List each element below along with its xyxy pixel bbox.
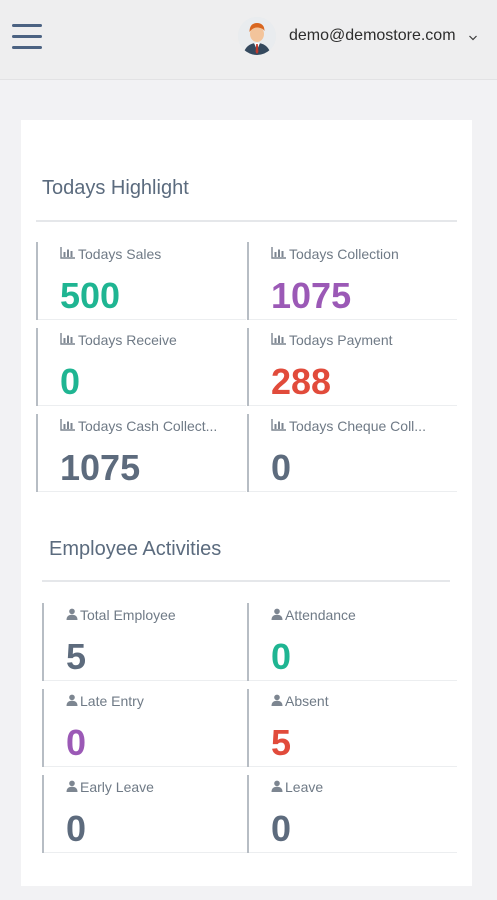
bar-chart-icon bbox=[60, 332, 76, 348]
tile-label-text: Todays Cash Collect... bbox=[78, 418, 218, 434]
tile-divider bbox=[249, 405, 457, 406]
tile-accent-bar bbox=[42, 603, 44, 681]
user-icon bbox=[66, 607, 78, 623]
stat-tile-todays-cheque-coll[interactable]: Todays Cheque Coll... 0 bbox=[247, 406, 457, 492]
tile-value: 1075 bbox=[271, 275, 352, 316]
tile-value: 0 bbox=[66, 808, 87, 849]
tile-accent-bar bbox=[36, 242, 38, 320]
tile-accent-bar bbox=[247, 603, 249, 681]
tile-accent-bar bbox=[42, 689, 44, 767]
tile-label: Leave bbox=[271, 779, 323, 795]
tile-label: Todays Collection bbox=[271, 246, 399, 262]
bar-chart-icon bbox=[271, 418, 287, 434]
tile-label: Todays Cash Collect... bbox=[60, 418, 217, 434]
user-icon bbox=[66, 779, 78, 795]
user-icon bbox=[271, 607, 283, 623]
tile-value: 500 bbox=[60, 275, 121, 316]
avatar[interactable] bbox=[238, 17, 276, 55]
tile-label: Late Entry bbox=[66, 693, 144, 709]
tile-label-text: Late Entry bbox=[80, 693, 144, 709]
stat-tile-todays-sales[interactable]: Todays Sales 500 bbox=[36, 234, 246, 320]
stat-tile-late-entry[interactable]: Late Entry 0 bbox=[42, 681, 252, 767]
tile-label: Attendance bbox=[271, 607, 356, 623]
tile-value: 288 bbox=[271, 361, 332, 402]
tile-accent-bar bbox=[36, 414, 38, 492]
chevron-down-icon[interactable] bbox=[468, 30, 478, 41]
stat-tile-early-leave[interactable]: Early Leave 0 bbox=[42, 767, 252, 853]
section-title-employee-activities: Employee Activities bbox=[49, 538, 222, 560]
tile-accent-bar bbox=[247, 328, 249, 406]
top-navbar: demo@demostore.com bbox=[0, 0, 497, 80]
hamburger-menu-icon[interactable] bbox=[12, 24, 44, 50]
stat-tile-absent[interactable]: Absent 5 bbox=[247, 681, 457, 767]
tile-divider bbox=[249, 766, 457, 767]
user-email[interactable]: demo@demostore.com bbox=[289, 27, 456, 44]
bar-chart-icon bbox=[60, 418, 76, 434]
tile-divider bbox=[249, 319, 457, 320]
tile-divider bbox=[44, 680, 252, 681]
tile-label-text: Todays Sales bbox=[78, 246, 162, 262]
tile-divider bbox=[249, 852, 457, 853]
tile-value: 0 bbox=[60, 361, 81, 402]
tile-label: Todays Receive bbox=[60, 332, 177, 348]
tile-value: 0 bbox=[66, 722, 87, 763]
tile-label-text: Todays Collection bbox=[289, 246, 399, 262]
section-divider bbox=[36, 220, 457, 222]
stat-tile-total-employee[interactable]: Total Employee 5 bbox=[42, 595, 252, 681]
tile-divider bbox=[249, 680, 457, 681]
tile-accent-bar bbox=[247, 414, 249, 492]
tile-label-text: Attendance bbox=[285, 607, 356, 623]
tile-value: 5 bbox=[66, 636, 87, 677]
tile-divider bbox=[38, 491, 246, 492]
tile-divider bbox=[249, 491, 457, 492]
tile-divider bbox=[38, 319, 246, 320]
stat-tile-todays-receive[interactable]: Todays Receive 0 bbox=[36, 320, 246, 406]
tile-label: Todays Payment bbox=[271, 332, 393, 348]
stat-tile-attendance[interactable]: Attendance 0 bbox=[247, 595, 457, 681]
tile-value: 5 bbox=[271, 722, 292, 763]
bar-chart-icon bbox=[271, 332, 287, 348]
dashboard-content: Todays Highlight Todays Sales 500 Todays C… bbox=[0, 81, 497, 886]
section-divider bbox=[42, 580, 450, 582]
tile-accent-bar bbox=[42, 775, 44, 853]
tile-accent-bar bbox=[247, 689, 249, 767]
tile-value: 1075 bbox=[60, 447, 141, 488]
tile-value: 0 bbox=[271, 636, 292, 677]
tile-divider bbox=[38, 405, 246, 406]
tile-label: Early Leave bbox=[66, 779, 154, 795]
tile-label: Todays Cheque Coll... bbox=[271, 418, 426, 434]
tile-label: Absent bbox=[271, 693, 329, 709]
dashboard-card: Todays Highlight Todays Sales 500 Todays C… bbox=[21, 120, 472, 886]
user-icon bbox=[66, 693, 78, 709]
tile-accent-bar bbox=[247, 775, 249, 853]
tile-accent-bar bbox=[247, 242, 249, 320]
tile-label-text: Todays Cheque Coll... bbox=[289, 418, 426, 434]
stat-tile-todays-cash-collect[interactable]: Todays Cash Collect... 1075 bbox=[36, 406, 246, 492]
tile-accent-bar bbox=[36, 328, 38, 406]
tile-divider bbox=[44, 766, 252, 767]
bar-chart-icon bbox=[271, 246, 287, 262]
tile-value: 0 bbox=[271, 808, 292, 849]
tile-label-text: Todays Receive bbox=[78, 332, 177, 348]
user-icon bbox=[271, 779, 283, 795]
tile-label: Total Employee bbox=[66, 607, 176, 623]
tile-label-text: Total Employee bbox=[80, 607, 176, 623]
tile-value: 0 bbox=[271, 447, 292, 488]
tile-label-text: Absent bbox=[285, 693, 329, 709]
tile-label-text: Todays Payment bbox=[289, 332, 393, 348]
tile-label-text: Early Leave bbox=[80, 779, 154, 795]
section-title-todays-highlight: Todays Highlight bbox=[42, 177, 189, 199]
tile-label: Todays Sales bbox=[60, 246, 161, 262]
stat-tile-todays-collection[interactable]: Todays Collection 1075 bbox=[247, 234, 457, 320]
tile-label-text: Leave bbox=[285, 779, 324, 795]
tile-divider bbox=[44, 852, 252, 853]
stat-tile-todays-payment[interactable]: Todays Payment 288 bbox=[247, 320, 457, 406]
stat-tile-leave[interactable]: Leave 0 bbox=[247, 767, 457, 853]
user-icon bbox=[271, 693, 283, 709]
bar-chart-icon bbox=[60, 246, 76, 262]
